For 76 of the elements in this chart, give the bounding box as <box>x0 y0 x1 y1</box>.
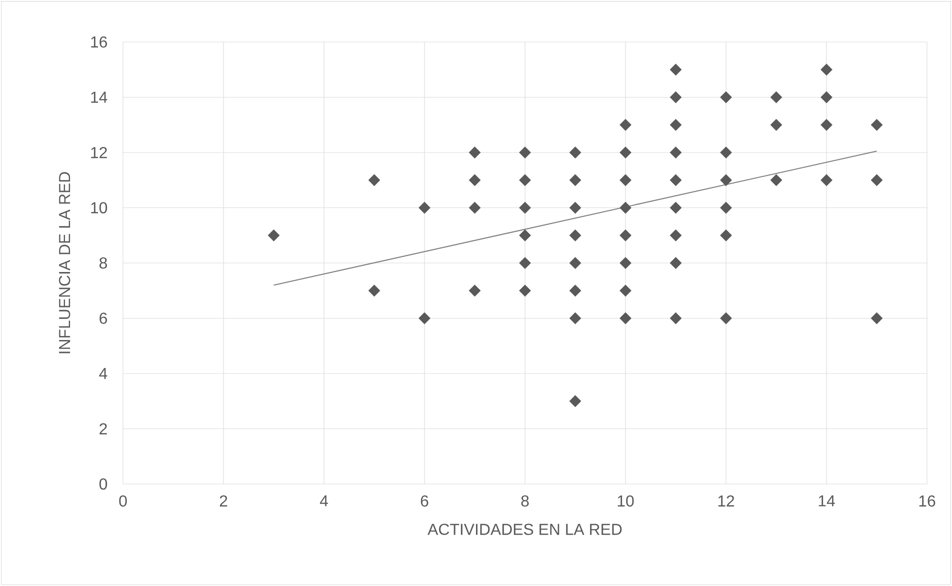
point <box>770 174 782 186</box>
x-axis-title: ACTIVIDADES EN LA RED <box>428 524 622 535</box>
y-tick-label: 10 <box>91 202 108 214</box>
point <box>519 202 531 214</box>
point <box>720 146 732 158</box>
point <box>569 284 582 296</box>
point <box>468 146 481 158</box>
point <box>519 230 531 242</box>
x-tick-label: 14 <box>818 495 835 506</box>
point <box>468 284 481 296</box>
point <box>569 202 582 214</box>
y-tick-label: 14 <box>91 92 108 103</box>
x-tick-label: 16 <box>919 495 936 507</box>
point <box>670 257 682 269</box>
point <box>620 257 632 269</box>
point <box>620 230 632 242</box>
point <box>720 174 732 186</box>
point <box>670 91 682 104</box>
point <box>620 174 632 186</box>
point <box>620 146 632 158</box>
point <box>569 146 582 158</box>
x-tick-label: 2 <box>220 495 228 506</box>
point <box>870 119 883 131</box>
y-tick-label: 8 <box>100 257 107 269</box>
point <box>820 64 832 76</box>
point <box>368 284 380 296</box>
point <box>820 91 832 104</box>
point <box>720 91 732 104</box>
point <box>670 146 682 158</box>
point <box>620 202 632 214</box>
point <box>670 119 682 131</box>
x-tick-label: 6 <box>420 495 428 507</box>
point <box>720 312 732 324</box>
point <box>620 119 632 131</box>
point <box>770 91 782 104</box>
point <box>820 174 832 186</box>
point <box>620 312 632 324</box>
point <box>870 174 883 186</box>
y-tick-label: 6 <box>100 312 107 324</box>
y-tick-label: 4 <box>99 368 108 379</box>
point <box>569 230 582 242</box>
point <box>569 257 582 269</box>
point <box>569 395 582 407</box>
point <box>770 119 782 131</box>
point <box>519 257 531 269</box>
y-axis-title: INFLUENCIA DE LA RED <box>58 172 70 354</box>
x-tick-label: 12 <box>718 495 734 506</box>
point <box>820 119 832 131</box>
point <box>720 202 732 214</box>
y-tick-label: 16 <box>91 36 107 48</box>
y-tick-label: 12 <box>91 146 107 158</box>
y-tick-label: 2 <box>100 423 107 434</box>
x-tick-label: 4 <box>320 495 328 506</box>
point <box>569 174 582 186</box>
y-tick-label: 0 <box>99 478 108 490</box>
point <box>670 230 682 242</box>
point <box>519 174 531 186</box>
x-tick-label: 8 <box>521 495 529 507</box>
x-tick-label: 10 <box>618 495 634 507</box>
point <box>368 174 380 186</box>
point <box>720 230 732 242</box>
point <box>620 284 632 296</box>
point <box>670 202 682 214</box>
x-tick-label: 0 <box>119 495 127 507</box>
point <box>418 202 430 214</box>
point <box>418 312 430 324</box>
point <box>870 312 883 324</box>
point <box>268 230 280 242</box>
point <box>670 174 682 186</box>
point <box>569 312 582 324</box>
point <box>519 146 531 158</box>
point <box>670 64 682 76</box>
point <box>519 284 531 296</box>
point <box>468 174 481 186</box>
point <box>468 202 481 214</box>
point <box>670 312 682 324</box>
